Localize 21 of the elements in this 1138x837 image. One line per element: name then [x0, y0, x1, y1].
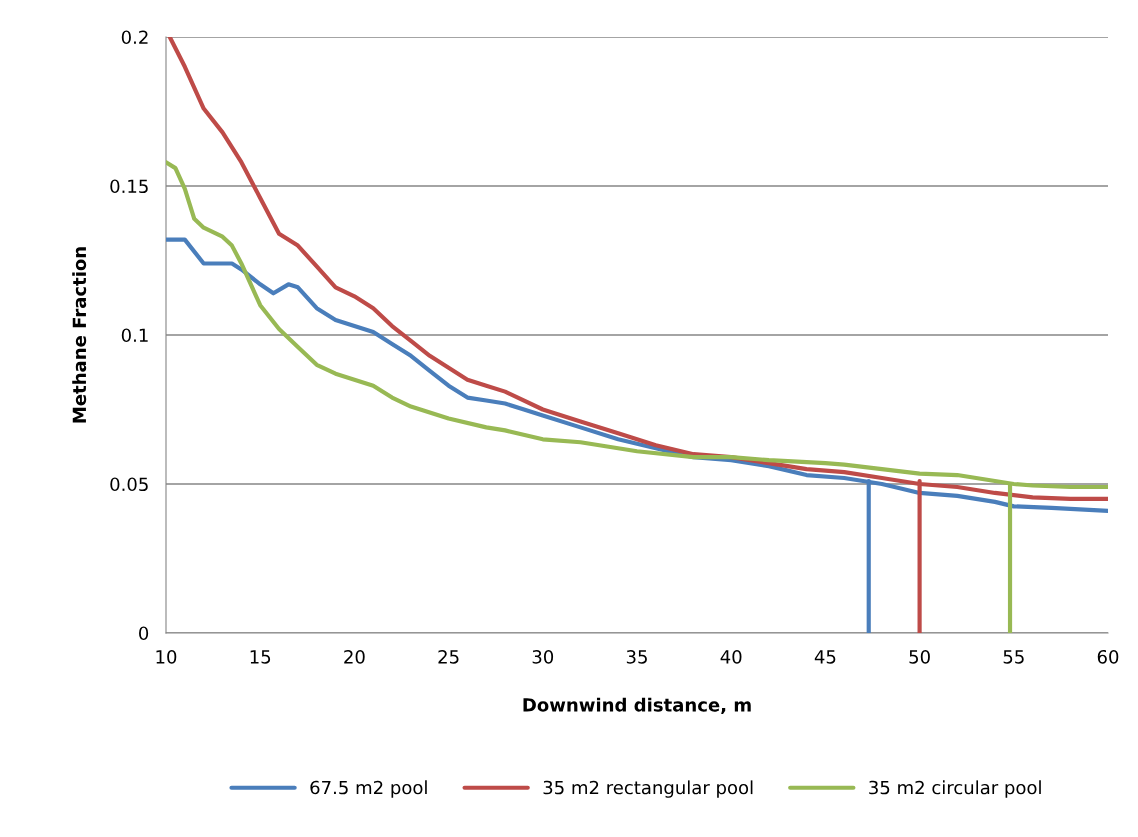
y-tick-label: 0.05 — [110, 477, 148, 492]
y-tick-label: 0.2 — [121, 30, 148, 45]
x-tick-label: 20 — [344, 649, 365, 664]
legend-label: 35 m2 circular pool — [869, 780, 1041, 798]
x-tick-label: 10 — [156, 649, 177, 664]
y-tick-label: 0.1 — [121, 328, 148, 343]
y-tick-label: 0.15 — [110, 179, 148, 194]
legend-label: 35 m2 rectangular pool — [543, 780, 753, 798]
x-tick-label: 60 — [1097, 649, 1119, 664]
x-tick-label: 30 — [532, 649, 554, 664]
x-tick-label: 45 — [814, 650, 836, 664]
x-tick-label: 50 — [909, 649, 930, 664]
legend-label: 67.5 m2 pool — [310, 780, 427, 798]
x-tick-label: 25 — [438, 649, 459, 664]
x-axis-title: Downwind distance, m — [523, 697, 751, 714]
y-axis-title: Methane Fraction — [72, 247, 87, 423]
x-tick-label: 15 — [250, 650, 271, 664]
x-tick-label: 55 — [1003, 650, 1024, 664]
x-tick-label: 40 — [720, 649, 742, 664]
y-tick-label: 0 — [139, 626, 149, 641]
x-tick-label: 35 — [626, 649, 647, 664]
